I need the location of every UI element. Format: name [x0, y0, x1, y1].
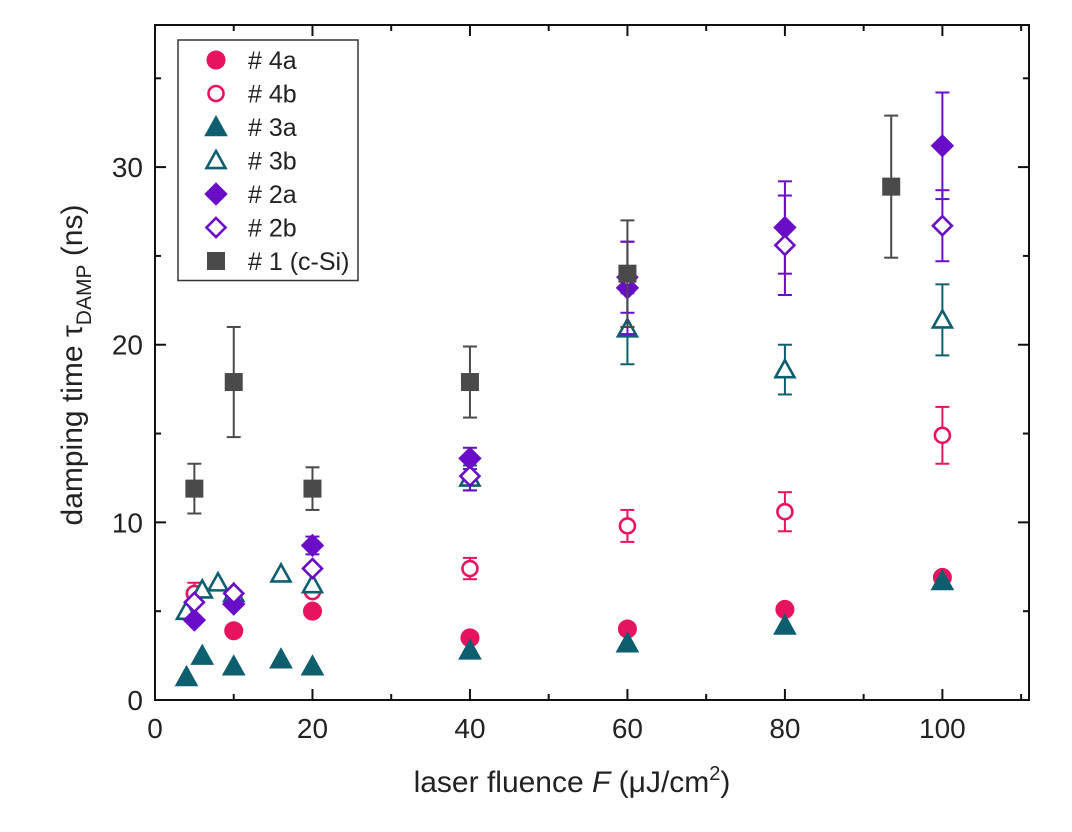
data-point — [933, 426, 952, 445]
x-tick-label: 0 — [147, 713, 163, 744]
legend-label: # 2a — [248, 181, 297, 209]
legend-item: # 2a — [204, 181, 297, 209]
legend-marker — [204, 114, 228, 137]
x-tick-label: 40 — [454, 713, 485, 744]
data-point — [174, 664, 199, 687]
data-point — [224, 373, 243, 392]
data-point — [615, 631, 640, 653]
legend-item: # 3b — [204, 148, 297, 176]
data-point — [303, 479, 322, 498]
series-1-c-si — [185, 114, 901, 515]
legend-marker — [204, 216, 228, 239]
x-tick-label: 20 — [297, 713, 328, 744]
legend-marker — [207, 252, 225, 270]
legend-item: # 1 (c-Si) — [207, 248, 349, 276]
y-tick-label: 30 — [112, 152, 143, 183]
data-point — [183, 590, 206, 614]
data-point — [221, 654, 246, 676]
y-axis-title: damping time τDAMP (ns) — [56, 205, 96, 526]
legend-label: # 4b — [248, 81, 297, 109]
legend-label: # 4a — [248, 47, 297, 75]
data-point — [882, 177, 901, 196]
data-point — [458, 638, 482, 660]
data-point — [269, 647, 293, 669]
x-tick-label: 60 — [612, 713, 643, 744]
y-tick-label: 10 — [112, 507, 143, 538]
x-tick-label: 80 — [769, 713, 800, 744]
series-3b — [174, 283, 955, 621]
series-4b — [185, 405, 952, 606]
data-point — [302, 601, 322, 621]
data-point — [300, 654, 325, 676]
series-2b — [183, 189, 954, 614]
data-point — [930, 307, 955, 329]
data-point — [618, 264, 637, 283]
axes: 0 20 40 60 80 100 0 10 20 30 — [112, 25, 1029, 744]
data-point — [461, 559, 479, 578]
series-4a — [224, 567, 952, 648]
data-point — [458, 464, 482, 488]
data-point — [300, 572, 325, 594]
data-point — [618, 517, 637, 535]
legend-label: # 3a — [248, 114, 297, 142]
data-point — [300, 533, 325, 558]
data-point — [773, 233, 797, 257]
data-point — [301, 557, 324, 580]
data-point — [190, 643, 215, 665]
legend-marker — [204, 182, 228, 206]
legend-label: # 3b — [248, 148, 297, 176]
data-point — [182, 608, 207, 632]
legend-label: # 2b — [248, 215, 297, 243]
legend-item: # 3a — [204, 114, 297, 142]
data-point — [931, 214, 954, 238]
data-point — [206, 570, 230, 592]
data-point — [773, 613, 797, 635]
legend-label: # 1 (c-Si) — [248, 248, 349, 276]
data-point — [930, 568, 955, 591]
plot-border — [154, 24, 1030, 701]
data-marks — [174, 91, 955, 687]
legend-marker — [207, 84, 225, 103]
data-point — [190, 577, 214, 599]
legend-marker — [206, 50, 226, 70]
data-point — [185, 479, 204, 498]
data-point — [460, 373, 479, 392]
legend-item: # 2b — [204, 215, 297, 243]
series-3a — [174, 568, 955, 687]
x-axis-title: laser fluence F (μJ/cm2) — [414, 763, 731, 799]
data-point — [269, 561, 293, 583]
plot-frame — [154, 24, 1030, 701]
data-point — [776, 502, 794, 521]
data-point — [224, 621, 244, 641]
legend: # 4a # 4b # 3a # 3b # 2a # 2b # 1 (c-Si) — [177, 39, 359, 282]
legend-item: # 4b — [207, 81, 297, 109]
data-point — [773, 357, 797, 379]
legend-marker — [204, 148, 228, 170]
y-tick-label: 0 — [127, 685, 143, 716]
legend-box — [177, 39, 359, 282]
y-tick-label: 20 — [112, 330, 143, 361]
data-point — [930, 134, 955, 158]
x-tick-label: 100 — [919, 713, 966, 744]
legend-item: # 4a — [206, 47, 297, 75]
data-point — [222, 582, 246, 605]
